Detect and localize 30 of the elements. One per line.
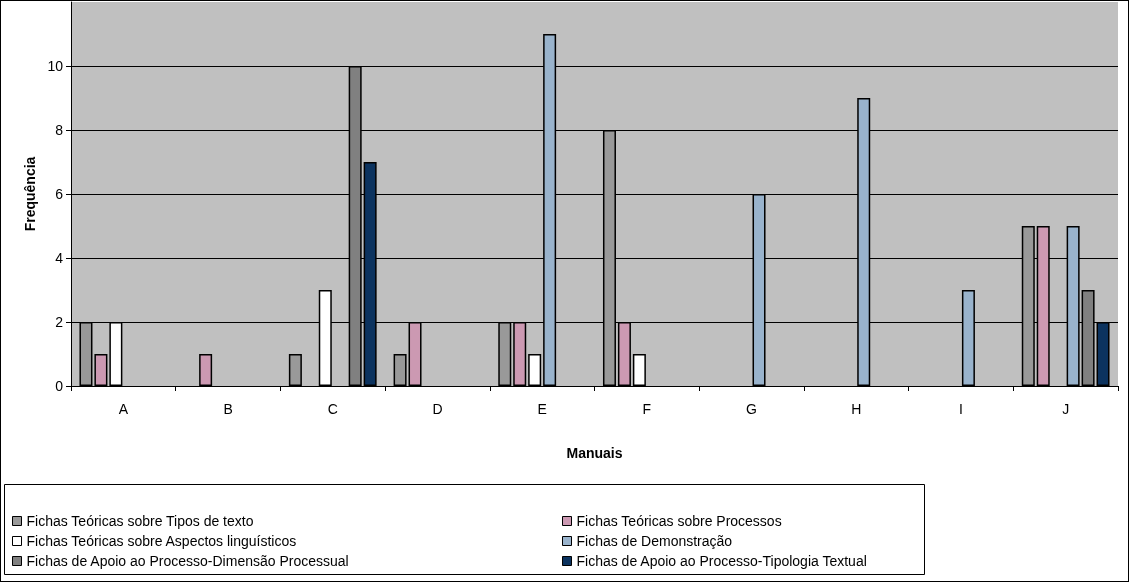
y-tick-label: 4 <box>55 250 64 266</box>
x-tick-label: A <box>118 401 129 417</box>
x-tick-label: E <box>537 401 547 417</box>
x-tick-label: J <box>1062 401 1070 417</box>
x-axis-title: Manuais <box>566 445 623 461</box>
y-tick-label: 6 <box>55 186 64 202</box>
legend-label: Fichas Teóricas sobre Processos <box>576 513 782 529</box>
x-tick-label: H <box>851 401 862 417</box>
y-tick-label: 0 <box>55 378 64 394</box>
x-tick-label: C <box>327 401 338 417</box>
legend-label: Fichas Teóricas sobre Aspectos linguísticos <box>26 533 297 549</box>
bar <box>528 354 542 386</box>
x-tick-label: I <box>959 401 963 417</box>
y-tick-label: 8 <box>55 122 64 138</box>
x-tick-label: F <box>642 401 652 417</box>
bar <box>94 354 108 386</box>
legend-label: Fichas de Apoio ao Processo-Tipologia Textual <box>576 553 867 569</box>
x-tick-label: G <box>746 401 757 417</box>
legend-label: Fichas de Apoio ao Processo-Dimensão Processual <box>26 553 349 569</box>
x-tick-label: B <box>223 401 233 417</box>
legend-label: Fichas de Demonstração <box>576 533 733 549</box>
bar <box>632 354 646 386</box>
y-axis-title: Frequência <box>21 156 38 232</box>
x-tick-label: D <box>432 401 443 417</box>
bar <box>288 354 302 386</box>
bar <box>393 354 407 386</box>
legend-label: Fichas Teóricas sobre Tipos de texto <box>26 513 254 529</box>
y-tick-label: 10 <box>47 58 64 74</box>
bar <box>199 354 213 386</box>
y-tick-label: 2 <box>55 314 64 330</box>
